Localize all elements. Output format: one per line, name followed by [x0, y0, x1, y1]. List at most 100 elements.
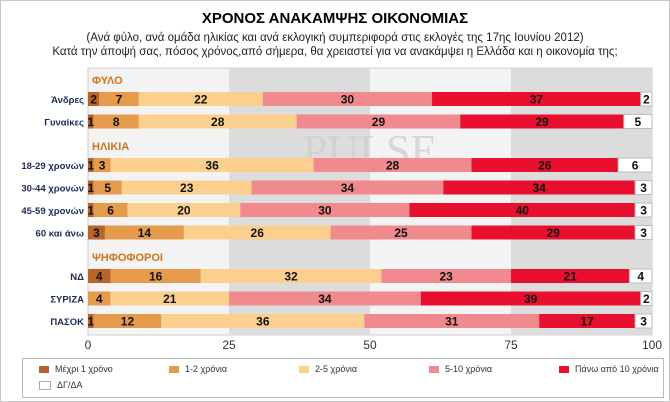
data-label: 3 — [93, 226, 100, 240]
bar-segment — [138, 92, 263, 106]
row-label: 45-59 χρονών — [21, 206, 84, 217]
data-label: 17 — [580, 315, 594, 329]
bar-segment — [93, 114, 139, 129]
data-label: 22 — [194, 93, 208, 107]
bar-segment — [93, 180, 122, 195]
data-label: 3 — [99, 159, 106, 173]
data-label: 36 — [205, 159, 219, 173]
bar-segment — [88, 158, 94, 172]
bar-segment — [296, 114, 461, 129]
bar-segment — [640, 91, 653, 107]
data-label: 8 — [113, 115, 120, 129]
bar-segment — [634, 180, 653, 195]
grid-band — [511, 68, 652, 335]
data-label: 28 — [386, 159, 400, 173]
bar-segment — [420, 291, 641, 306]
row-label: 60 και άνω — [36, 229, 84, 240]
legend-label: 1-2 χρόνια — [185, 364, 228, 374]
bar-segment — [93, 158, 111, 172]
bar-segment — [262, 92, 433, 106]
chart-question: Κατά την άποψή σας, πόσος χρόνος,από σήμ… — [52, 46, 618, 58]
data-label: 29 — [372, 115, 386, 129]
grid-band — [229, 68, 370, 335]
data-label: 12 — [121, 315, 135, 329]
bar-segment — [88, 291, 111, 306]
bar-segment — [443, 180, 636, 195]
data-label: 26 — [251, 226, 265, 240]
legend-item: Πάνω από 10 χρόνια — [559, 364, 659, 374]
bar-segment — [471, 158, 619, 172]
bar-segment — [138, 114, 297, 129]
data-label: 37 — [530, 93, 544, 107]
bar-segment — [88, 180, 94, 195]
bar-segment — [229, 291, 421, 306]
data-label: 20 — [177, 204, 191, 218]
bar-segment — [88, 314, 94, 328]
bar-segment — [110, 158, 314, 172]
data-label: 1 — [87, 204, 94, 218]
x-tick-label: 0 — [85, 338, 92, 352]
legend-swatch — [429, 366, 439, 374]
bar-segment — [93, 203, 128, 217]
legend-label: Πάνω από 10 χρόνια — [575, 364, 659, 374]
legend-swatch — [299, 366, 309, 374]
row-label: ΠΑΣΟΚ — [50, 317, 84, 328]
row-label: Άνδρες — [51, 95, 84, 106]
data-label: 28 — [211, 115, 225, 129]
bar-segment — [364, 314, 540, 328]
data-label: 21 — [564, 270, 578, 284]
legend-item: Μέχρι 1 χρόνο — [39, 364, 113, 374]
data-label: 6 — [107, 204, 114, 218]
chart-subtitle: (Ανά φύλο, ανά ομάδα ηλικίας και ανά εκλ… — [86, 32, 584, 44]
bar-segment — [640, 291, 653, 306]
group-header: ΗΛΙΚΙΑ — [92, 141, 129, 153]
data-label: 5 — [635, 115, 642, 129]
bar-segment — [110, 269, 201, 283]
row-label: 18-29 χρονών — [21, 161, 84, 172]
data-label: 32 — [284, 270, 298, 284]
legend-label: 5-10 χρόνια — [445, 364, 493, 374]
bar-segment — [99, 92, 139, 106]
bar-segment — [381, 269, 511, 283]
group-header: ΨΗΦΟΦΟΡΟΙ — [92, 252, 163, 264]
legend-label: ΔΓ/ΔΑ — [57, 380, 83, 390]
data-label: 25 — [394, 226, 408, 240]
bar-segment — [617, 157, 653, 173]
x-tick-label: 50 — [363, 338, 377, 352]
bar-segment — [628, 268, 653, 284]
bar-segment — [313, 158, 472, 172]
data-label: 3 — [640, 181, 647, 195]
data-label: 7 — [116, 93, 123, 107]
bar-segment — [251, 180, 444, 195]
data-label: 2 — [90, 93, 97, 107]
data-label: 16 — [149, 270, 163, 284]
bar-segment — [460, 114, 624, 129]
data-label: 3 — [640, 226, 647, 240]
chart-title: ΧΡΟΝΟΣ ΑΝΑΚΑΜΨΗΣ ΟΙΚΟΝΟΜΙΑΣ — [201, 10, 469, 27]
bar-segment — [634, 225, 653, 240]
bar-segment — [330, 225, 472, 240]
data-label: 23 — [180, 181, 194, 195]
data-label: 5 — [104, 181, 111, 195]
row-label: Γυναίκες — [44, 118, 84, 129]
bar-segment — [539, 314, 636, 328]
x-tick-label: 75 — [504, 338, 518, 352]
x-tick-label: 100 — [642, 338, 662, 352]
legend-swatch — [559, 366, 569, 374]
bar-segment — [88, 225, 105, 240]
bar-segment — [634, 313, 653, 329]
bar-segment — [623, 114, 653, 129]
data-label: 4 — [96, 270, 103, 284]
bar-segment — [93, 314, 162, 328]
data-label: 21 — [163, 292, 177, 306]
data-label: 1 — [87, 159, 94, 173]
bar-segment — [511, 269, 630, 283]
data-label: 30 — [341, 93, 355, 107]
bar-segment — [110, 291, 229, 306]
data-label: 36 — [256, 315, 270, 329]
data-label: 4 — [96, 292, 103, 306]
data-label: 34 — [341, 181, 355, 195]
bar-segment — [88, 203, 94, 217]
data-label: 1 — [87, 315, 94, 329]
legend-item: 1-2 χρόνια — [169, 364, 227, 374]
